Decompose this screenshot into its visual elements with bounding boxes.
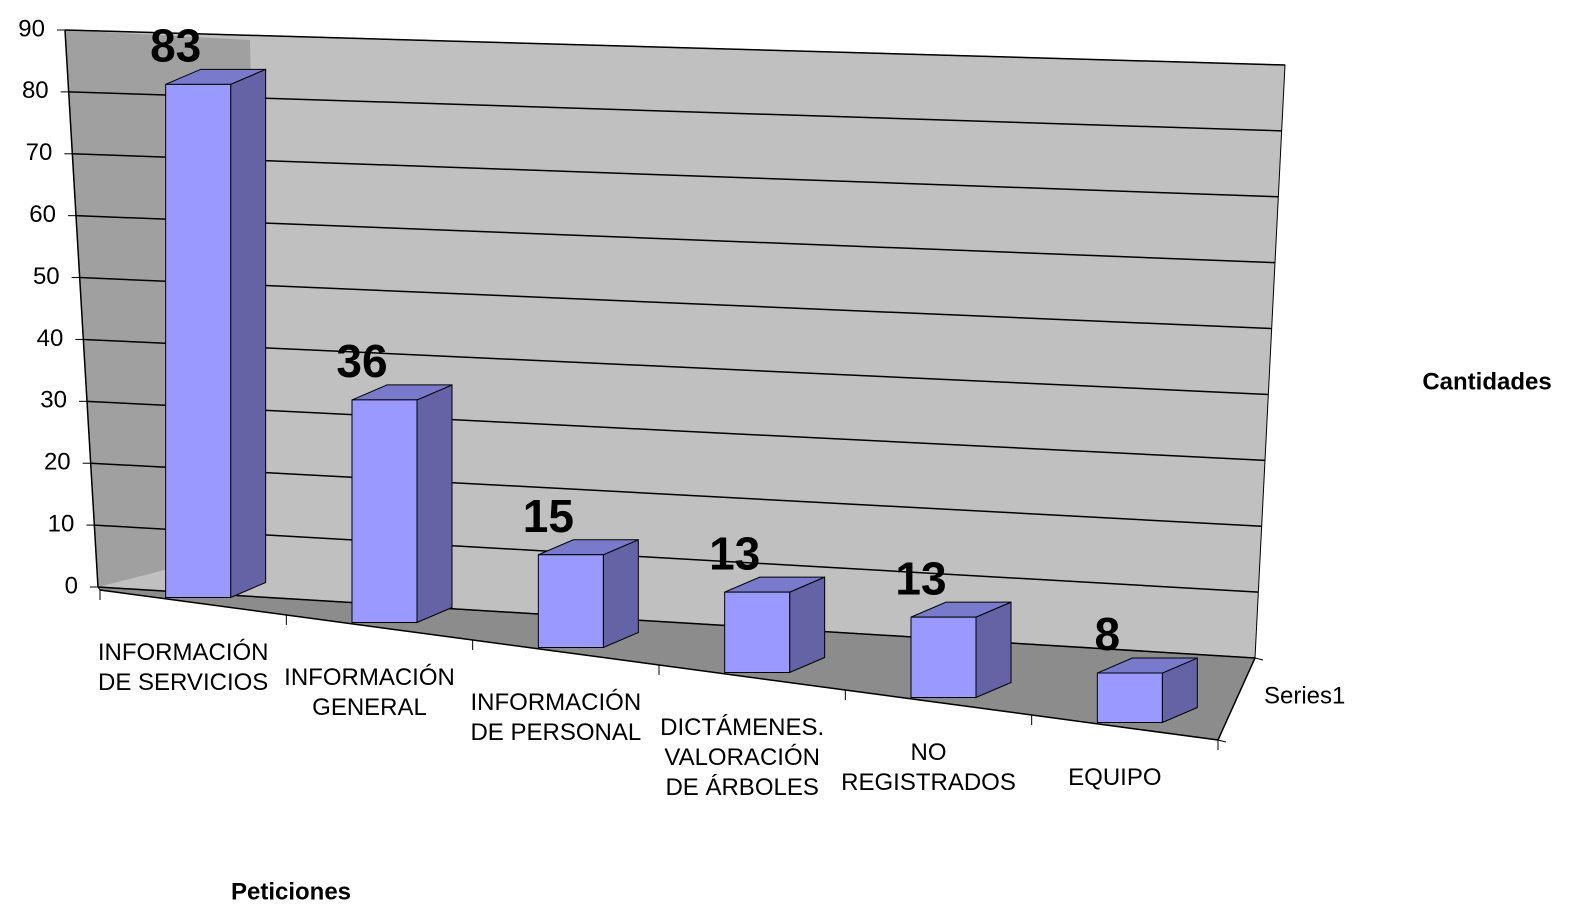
value-label: 13 [709,527,760,579]
bar-front [910,616,977,698]
y-tick-label: 30 [40,387,67,414]
bar [1096,657,1198,724]
bar [165,68,267,599]
y-tick-label: 20 [44,449,71,476]
bar-side [602,539,639,649]
grid-line [94,524,1259,593]
bar-side [230,68,267,599]
bar [724,576,826,674]
bar-front [165,83,232,598]
y-tick-label: 70 [26,139,53,166]
bar [351,384,453,624]
bar-front [537,554,604,648]
value-label: 13 [895,552,946,604]
grid-line [64,29,1286,66]
bar-front [1096,672,1163,723]
grid-line [97,586,1256,659]
bar-side [416,384,453,624]
bar [910,601,1012,699]
bar-side [975,601,1012,699]
grid-line [83,338,1269,396]
x-tick-label: NO REGISTRADOS [841,738,1016,796]
value-label: 8 [1095,608,1121,660]
y-tick-label: 0 [65,572,78,599]
x-tick-label: INFORMACIÓN DE SERVICIOS [97,638,269,696]
y-tick-label: 90 [18,15,45,42]
bar [537,539,639,649]
x-axis-title: Peticiones [231,878,351,905]
y-tick-label: 50 [33,263,60,290]
value-label: 36 [336,335,387,387]
y-tick-label: 40 [37,325,64,352]
grid-line [90,462,1262,527]
x-tick-label: INFORMACIÓN DE PERSONAL [470,688,642,746]
y-tick-label: 80 [22,77,49,104]
depth-tick [1217,739,1227,743]
value-label: 15 [523,490,574,542]
depth-tick [1254,657,1264,661]
grid-line [68,91,1282,132]
bar-front [351,399,418,623]
bar-front [724,591,791,673]
grid-line [86,400,1266,462]
depth-axis [1217,657,1256,741]
bar-side [789,576,826,674]
grid-line [75,214,1276,264]
grid-line [79,276,1272,330]
grid-line [72,153,1279,198]
x-tick-label: EQUIPO [1068,763,1162,791]
value-label: 83 [150,19,201,71]
x-tick-label: INFORMACIÓN GENERAL [284,663,455,721]
y-axis-title: Cantidades [1422,368,1551,395]
x-tick-label: DICTÁMENES. VALORACIÓN DE ÁRBOLES [660,713,825,801]
y-tick-label: 60 [29,201,56,228]
legend-label: Series1 [1264,682,1345,709]
y-axis [64,29,99,588]
y-tick-label: 10 [48,510,75,537]
